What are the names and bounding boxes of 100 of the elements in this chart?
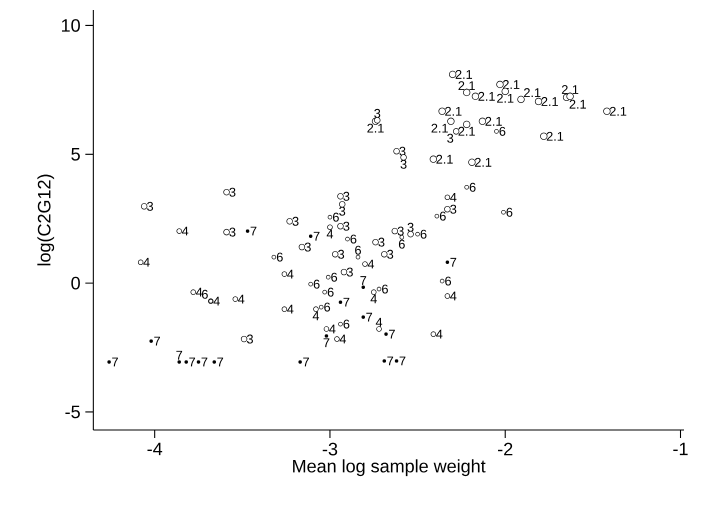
- point: [232, 296, 238, 302]
- point: [184, 360, 188, 364]
- point: [223, 228, 230, 236]
- text: 4: [196, 288, 202, 297]
- text: 3: [378, 238, 384, 247]
- text: 4: [182, 226, 188, 236]
- point: [177, 360, 181, 364]
- point: [337, 193, 344, 200]
- text: 7: [202, 358, 208, 366]
- point: [501, 210, 506, 215]
- point: [444, 293, 450, 299]
- point: [345, 236, 350, 242]
- point: [440, 278, 444, 284]
- point: [176, 228, 182, 234]
- text: 2.1: [367, 124, 384, 133]
- series-label: 3: [338, 250, 344, 259]
- text: 4: [450, 292, 456, 300]
- text: 6: [500, 126, 506, 136]
- point: [338, 300, 342, 304]
- point: [298, 360, 302, 364]
- y-tick-label: -5: [65, 406, 80, 418]
- point: [372, 238, 379, 246]
- text: 3: [229, 228, 236, 237]
- point: [308, 282, 313, 286]
- point: [444, 194, 450, 200]
- text: 6: [440, 212, 446, 221]
- text: 2.1: [497, 94, 514, 103]
- x-tick-label: -1: [673, 442, 688, 456]
- text: 3: [147, 202, 154, 211]
- point: [376, 286, 382, 292]
- text: 6: [328, 288, 334, 297]
- text: 3: [400, 160, 407, 169]
- series-label: 6: [276, 252, 283, 262]
- text: 2.1: [524, 88, 540, 98]
- point: [326, 274, 330, 280]
- text: 2.1: [432, 124, 448, 133]
- point: [464, 185, 469, 190]
- point: [107, 360, 111, 364]
- text: 4: [143, 258, 150, 267]
- point: [282, 306, 288, 312]
- point: [356, 254, 360, 260]
- point: [381, 251, 388, 258]
- point: [446, 260, 450, 264]
- y-tick-label: 5: [71, 148, 80, 161]
- point: [362, 261, 368, 267]
- text: 4: [238, 294, 244, 304]
- text: 6: [344, 320, 350, 329]
- point: [322, 290, 327, 294]
- text: 4: [376, 318, 382, 327]
- text: 6: [350, 234, 356, 244]
- text: 7: [360, 276, 366, 285]
- point: [324, 326, 330, 332]
- text: 3: [398, 226, 404, 236]
- text: 4: [368, 260, 374, 268]
- y-tick-label: 10: [62, 19, 80, 32]
- text: 2.1: [478, 92, 495, 101]
- x-axis-title: Mean log sample weight: [293, 459, 486, 476]
- text: 7: [112, 358, 118, 366]
- text: 3: [246, 334, 253, 344]
- point: [382, 359, 386, 363]
- text: 3: [304, 242, 311, 252]
- x-tick-label: -2: [498, 442, 512, 456]
- text: 7: [189, 358, 196, 366]
- point: [313, 306, 319, 312]
- point: [430, 331, 436, 337]
- point: [362, 315, 365, 319]
- text: 2.1: [562, 85, 578, 94]
- y-axis-title: log(C2G12): [37, 174, 54, 266]
- text: 2.1: [445, 106, 462, 116]
- text: 7: [324, 338, 330, 348]
- text: 2.1: [456, 70, 472, 79]
- point: [308, 234, 312, 238]
- point: [384, 332, 388, 336]
- text: 6: [202, 290, 208, 299]
- text: 6: [506, 208, 512, 217]
- text: 6: [420, 230, 426, 239]
- x-tick-label: -3: [322, 442, 338, 456]
- point: [334, 336, 340, 342]
- point: [272, 254, 276, 260]
- text: 6: [333, 212, 339, 222]
- point: [393, 148, 400, 154]
- text: 7: [344, 298, 350, 307]
- point: [282, 271, 288, 277]
- point: [332, 251, 338, 258]
- series-label: 7: [366, 312, 372, 322]
- point: [140, 203, 148, 210]
- text: 6: [398, 240, 405, 249]
- text: 7: [250, 226, 256, 236]
- text: 4: [329, 324, 336, 334]
- point: [517, 96, 525, 104]
- text: 4: [312, 312, 320, 320]
- text: 6: [314, 280, 320, 289]
- text: 3: [343, 222, 350, 231]
- point: [415, 232, 420, 236]
- text: 7: [217, 358, 224, 366]
- text: 4: [287, 270, 294, 278]
- text: 6: [324, 302, 330, 312]
- text: 3: [343, 192, 350, 201]
- text: 4: [287, 304, 294, 314]
- text: 2.1: [458, 126, 475, 136]
